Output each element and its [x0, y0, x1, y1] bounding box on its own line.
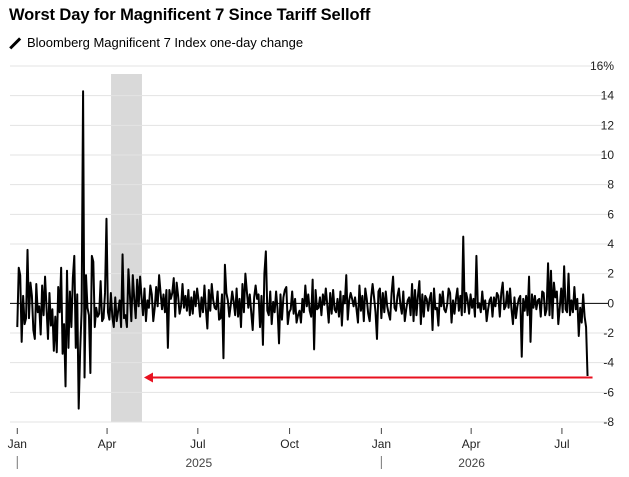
y-tick-label: -2: [603, 326, 614, 340]
y-tick-label: 8: [607, 178, 614, 192]
x-tick-label: Jan: [8, 437, 27, 451]
y-tick-label: 12: [601, 118, 615, 132]
y-tick-label: 6: [607, 207, 614, 221]
y-tick-label: 4: [607, 237, 614, 251]
x-tick-label: Jul: [554, 437, 569, 451]
x-tick-label: Oct: [280, 437, 299, 451]
x-tick-label: Apr: [98, 437, 117, 451]
y-tick-label: -6: [603, 385, 614, 399]
y-tick-label: -4: [603, 356, 614, 370]
y-tick-label: 10: [601, 148, 615, 162]
annotation-arrow-head: [143, 372, 153, 383]
y-tick-label: 14: [601, 89, 615, 103]
shaded-region: [111, 74, 142, 422]
year-label: 2025: [185, 456, 212, 470]
x-tick-label: Jan: [372, 437, 391, 451]
legend-label: Bloomberg Magnificent 7 Index one-day ch…: [27, 35, 304, 50]
chart-title: Worst Day for Magnificent 7 Since Tariff…: [9, 6, 371, 24]
y-tick-label: -8: [603, 415, 614, 429]
y-tick-label: 16%: [590, 59, 614, 73]
legend: Bloomberg Magnificent 7 Index one-day ch…: [9, 35, 303, 50]
x-tick-label: Apr: [462, 437, 481, 451]
x-tick-label: Jul: [190, 437, 205, 451]
y-tick-label: 2: [607, 267, 614, 281]
y-tick-label: 0: [607, 296, 614, 310]
year-label: 2026: [458, 456, 485, 470]
series-line: [16, 90, 589, 410]
